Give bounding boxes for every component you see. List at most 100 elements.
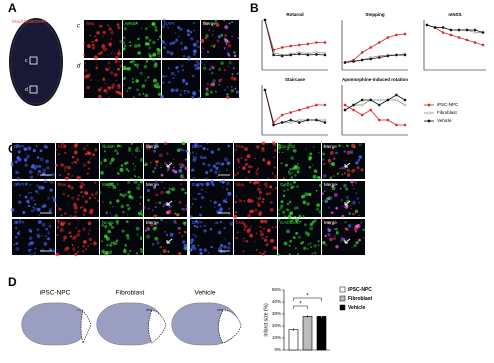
data-point: [441, 31, 445, 34]
cell-signal: [182, 240, 186, 244]
data-point: [403, 98, 407, 102]
cell-signal: [182, 177, 186, 181]
cell-signal: [203, 20, 206, 24]
cell-signal: [159, 245, 163, 249]
data-point: [449, 33, 453, 37]
channel-label: DAPI: [164, 21, 175, 26]
data-point: [343, 108, 347, 112]
cell-signal: [111, 86, 114, 89]
cell-signal: [183, 189, 185, 191]
cell-signal: [181, 164, 185, 168]
cell-signal: [285, 163, 288, 167]
cell-signal: [238, 184, 240, 187]
region-box: [29, 85, 38, 94]
cell-signal: [313, 169, 318, 173]
cell-signal: [101, 44, 106, 49]
cell-signal: [166, 233, 169, 237]
cell-signal: [136, 233, 139, 236]
panel-label: D: [8, 275, 17, 289]
cell-signal: [207, 251, 210, 254]
cell-signal: [201, 47, 205, 50]
cell-signal: [119, 39, 123, 44]
data-point: [306, 118, 310, 122]
data-point: [297, 43, 301, 47]
cell-signal: [193, 144, 197, 148]
cell-signal: [37, 169, 42, 174]
cell-signal: [358, 155, 362, 159]
cell-signal: [183, 89, 186, 92]
cell-signal: [30, 241, 34, 246]
cell-signal: [175, 66, 179, 70]
cell-signal: [166, 50, 170, 54]
group-label: Fibroblast: [116, 290, 145, 297]
cell-signal: [152, 209, 154, 212]
cell-signal: [106, 24, 110, 27]
cell-signal: [262, 227, 266, 231]
cell-signal: [108, 27, 112, 31]
cell-signal: [247, 170, 250, 174]
cell-signal: [315, 207, 320, 211]
cell-signal: [74, 210, 78, 214]
cell-signal: [203, 63, 206, 66]
cell-signal: [50, 181, 54, 185]
micrograph: [84, 20, 122, 58]
data-point: [395, 53, 398, 57]
cell-signal: [179, 93, 183, 97]
cell-signal: [51, 172, 56, 177]
cell-signal: [337, 233, 339, 236]
cell-signal: [192, 22, 195, 25]
data-point: [465, 38, 469, 42]
channel-label: hNu: [236, 220, 245, 225]
cell-signal: [323, 174, 327, 178]
data-point: [272, 123, 275, 127]
cell-signal: [146, 226, 150, 231]
cell-signal: [329, 237, 333, 242]
cell-signal: [266, 228, 271, 233]
cell-signal: [83, 208, 87, 212]
cell-signal: [300, 242, 303, 245]
cell-signal: [356, 166, 360, 170]
cell-signal: [31, 176, 34, 179]
cell-signal: [317, 175, 321, 179]
cell-signal: [153, 63, 158, 68]
cell-signal: [131, 80, 135, 84]
cell-signal: [218, 171, 221, 173]
cell-signal: [238, 166, 241, 169]
cell-signal: [187, 33, 191, 37]
data-point: [315, 53, 318, 56]
cell-signal: [179, 27, 183, 31]
cell-signal: [88, 229, 91, 231]
cell-signal: [228, 54, 231, 57]
cell-signal: [161, 24, 165, 29]
cell-signal: [193, 224, 196, 227]
bar: [302, 316, 313, 351]
cell-signal: [289, 167, 292, 171]
data-point: [352, 108, 355, 112]
cell-signal: [216, 175, 219, 178]
cell-signal: [209, 227, 213, 231]
cell-signal: [224, 157, 228, 162]
cell-signal: [164, 231, 167, 233]
cell-signal: [109, 201, 112, 205]
cell-signal: [86, 172, 89, 175]
cell-signal: [296, 252, 300, 255]
cell-signal: [251, 210, 254, 213]
cell-signal: [128, 206, 132, 210]
cell-signal: [324, 234, 327, 238]
channel-label: DAPI: [192, 144, 203, 149]
cell-signal: [103, 47, 108, 52]
cell-signal: [158, 55, 160, 57]
cell-signal: [242, 222, 246, 226]
cell-signal: [292, 148, 297, 153]
cell-signal: [295, 220, 298, 223]
cell-signal: [35, 164, 39, 169]
series-line: [264, 19, 326, 57]
cell-signal: [139, 196, 142, 199]
cell-signal: [108, 186, 111, 189]
cell-signal: [296, 170, 300, 174]
data-point: [403, 103, 407, 107]
data-point: [280, 113, 284, 117]
series-line: [344, 54, 405, 63]
cell-signal: [18, 219, 22, 222]
cell-signal: [131, 77, 134, 80]
